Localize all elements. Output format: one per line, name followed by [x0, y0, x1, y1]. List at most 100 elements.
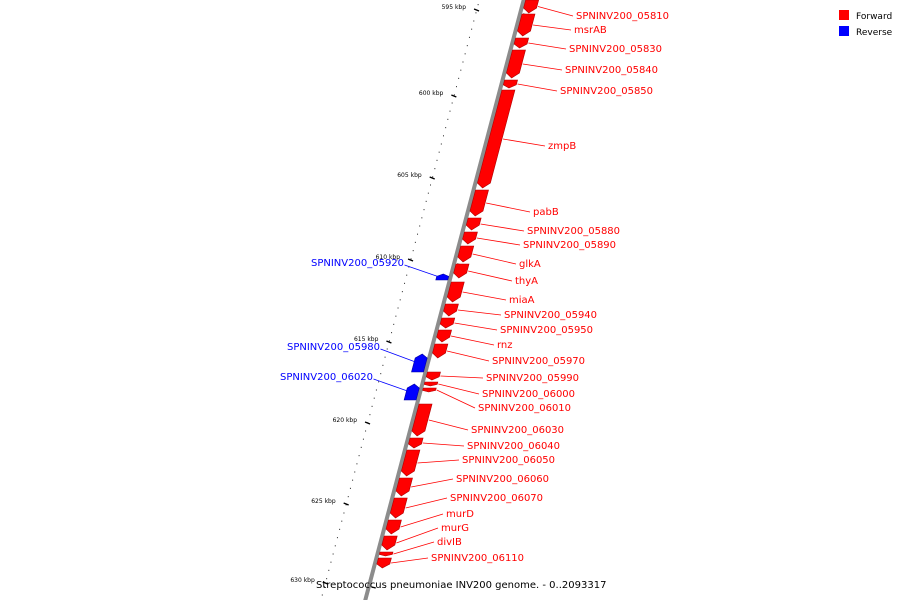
leader-murd: [400, 513, 444, 528]
gene-spninv200-06020[interactable]: [403, 383, 420, 401]
gene-label-spninv200-05940[interactable]: SPNINV200_05940: [504, 310, 597, 321]
gene-label-spninv200-05880[interactable]: SPNINV200_05880: [527, 226, 620, 237]
minor-tick: [477, 4, 479, 6]
minor-tick: [399, 299, 401, 301]
gene-divib[interactable]: [378, 551, 394, 557]
minor-tick: [471, 28, 473, 30]
gene-label-spninv200-05920[interactable]: SPNINV200_05920: [311, 258, 404, 269]
gene-label-spninv200-06060[interactable]: SPNINV200_06060: [456, 474, 549, 485]
gene-label-miaa[interactable]: miaA: [509, 295, 535, 306]
minor-tick: [386, 348, 388, 350]
minor-tick: [440, 143, 442, 145]
gene-msrab[interactable]: [517, 13, 536, 37]
leader-spninv200-05890: [476, 237, 521, 246]
gene-label-spninv200-06010[interactable]: SPNINV200_06010: [478, 403, 571, 414]
gene-spninv200-05980[interactable]: [411, 353, 428, 373]
gene-label-spninv200-05980[interactable]: SPNINV200_05980: [287, 342, 380, 353]
gene-glka[interactable]: [457, 245, 475, 263]
leader-spninv200-05920: [404, 264, 440, 278]
minor-tick: [343, 512, 345, 514]
genome-caption: Streptococcus pneumoniae INV200 genome. …: [316, 580, 606, 591]
gene-label-pabb[interactable]: pabB: [533, 207, 559, 218]
gene-spninv200-05850[interactable]: [502, 79, 518, 89]
gene-label-msrab[interactable]: msrAB: [574, 25, 607, 36]
gene-label-glka[interactable]: glkA: [519, 259, 541, 270]
minor-tick: [421, 217, 423, 219]
gene-spninv200-06070[interactable]: [389, 497, 408, 519]
gene-spninv200-06050[interactable]: [401, 449, 421, 477]
gene-spninv200-05970[interactable]: [432, 343, 449, 359]
minor-tick: [330, 561, 332, 563]
tick-marks: 595 kbp 600 kbp 605 kbp 610 kbp 615 kbp 620 k…: [290, 4, 528, 596]
tick-label: 600 kbp: [419, 90, 444, 97]
gene-spninv200-05880[interactable]: [465, 217, 482, 231]
gene-spninv200-05830[interactable]: [513, 37, 530, 49]
gene-label-spninv200-05970[interactable]: SPNINV200_05970: [492, 356, 585, 367]
gene-spninv200-05920[interactable]: [435, 273, 450, 281]
gene-spninv200-06010[interactable]: [422, 387, 437, 393]
gene-label-spninv200-06000[interactable]: SPNINV200_06000: [482, 389, 575, 400]
minor-tick: [434, 168, 436, 170]
minor-tick: [464, 53, 466, 55]
minor-tick: [393, 323, 395, 325]
minor-tick: [438, 151, 440, 153]
gene-label-divib[interactable]: divIB: [437, 537, 462, 548]
gene-label-spninv200-05950[interactable]: SPNINV200_05950: [500, 325, 593, 336]
minor-tick: [447, 118, 449, 120]
gene-label-murd[interactable]: murD: [446, 509, 474, 520]
gene-label-spninv200-05840[interactable]: SPNINV200_05840: [565, 65, 658, 76]
minor-tick: [388, 340, 390, 342]
gene-rnz[interactable]: [436, 329, 452, 343]
gene-spninv200-06110[interactable]: [376, 557, 392, 569]
gene-label-spninv200-06020[interactable]: SPNINV200_06020: [280, 372, 373, 383]
gene-label-zmpb[interactable]: zmpB: [548, 141, 576, 152]
minor-tick: [352, 479, 354, 481]
gene-zmpb[interactable]: [477, 89, 516, 189]
gene-spninv200-05950[interactable]: [439, 317, 456, 329]
tick-label: 615 kbp: [354, 336, 379, 343]
gene-label-murg[interactable]: murG: [441, 523, 469, 534]
major-tick: [322, 581, 329, 585]
gene-pabb[interactable]: [469, 189, 489, 217]
gene-label-spninv200-06030[interactable]: SPNINV200_06030: [471, 425, 564, 436]
gene-label-spninv200-06050[interactable]: SPNINV200_06050: [462, 455, 555, 466]
gene-spninv200-06000[interactable]: [423, 381, 439, 387]
gene-spninv200-05810[interactable]: [523, 0, 539, 14]
gene-label-spninv200-05850[interactable]: SPNINV200_05850: [560, 86, 653, 97]
minor-tick: [449, 110, 451, 112]
gene-spninv200-06030[interactable]: [411, 403, 433, 437]
gene-label-spninv200-05890[interactable]: SPNINV200_05890: [523, 240, 616, 251]
gene-label-spninv200-06110[interactable]: SPNINV200_06110: [431, 553, 524, 564]
tick-label: 595 kbp: [442, 4, 467, 11]
minor-tick: [451, 102, 453, 104]
gene-murg[interactable]: [381, 535, 398, 551]
gene-label-spninv200-06070[interactable]: SPNINV200_06070: [450, 493, 543, 504]
gene-murd[interactable]: [385, 519, 402, 535]
gene-label-spninv200-05830[interactable]: SPNINV200_05830: [569, 44, 662, 55]
leader-rnz: [450, 335, 495, 346]
minor-tick: [436, 159, 438, 161]
minor-tick: [414, 241, 416, 243]
gene-label-rnz[interactable]: rnz: [497, 340, 513, 351]
leader-miaa: [462, 291, 507, 301]
gene-miaa[interactable]: [446, 281, 465, 303]
gene-spninv200-06060[interactable]: [395, 477, 413, 497]
gene-spninv200-05990[interactable]: [425, 371, 441, 381]
gene-spninv200-05840[interactable]: [506, 49, 526, 79]
gene-label-spninv200-06040[interactable]: SPNINV200_06040: [467, 441, 560, 452]
gene-spninv200-05940[interactable]: [443, 303, 459, 317]
tick-label: 605 kbp: [397, 172, 422, 179]
minor-tick: [328, 569, 330, 571]
gene-spninv200-06040[interactable]: [408, 437, 424, 449]
gene-label-spninv200-05810[interactable]: SPNINV200_05810: [576, 11, 669, 22]
minor-tick: [427, 192, 429, 194]
leader-zmpb: [502, 138, 546, 147]
minor-tick: [356, 463, 358, 465]
gene-label-spninv200-05990[interactable]: SPNINV200_05990: [486, 373, 579, 384]
gene-label-thya[interactable]: thyA: [515, 276, 538, 287]
gene-thya[interactable]: [453, 263, 470, 279]
minor-tick: [384, 356, 386, 358]
leader-spninv200-05940: [457, 309, 502, 316]
gene-spninv200-05890[interactable]: [462, 231, 478, 245]
